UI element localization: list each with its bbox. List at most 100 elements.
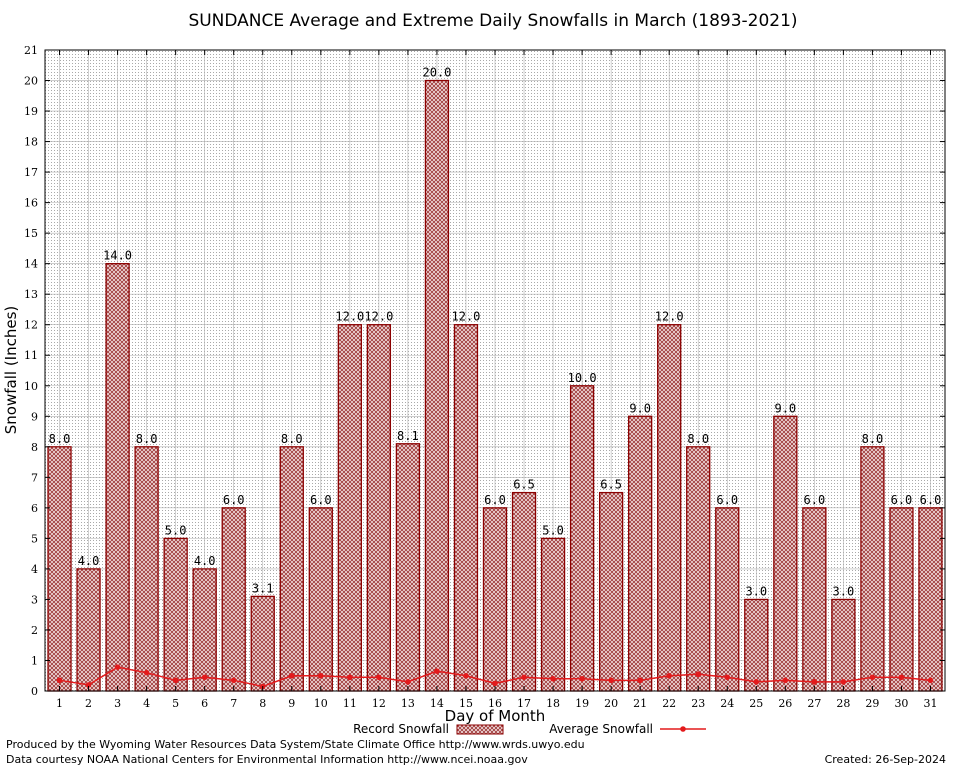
record-bar <box>47 446 72 692</box>
y-tick-label: 7 <box>31 471 38 484</box>
record-bar <box>540 537 566 692</box>
bar-value-label: 5.0 <box>542 523 564 537</box>
y-tick-label: 18 <box>24 136 38 149</box>
x-tick-label: 21 <box>633 697 647 710</box>
x-tick-label: 26 <box>778 697 792 710</box>
x-tick-label: 8 <box>259 697 266 710</box>
x-tick-label: 16 <box>488 697 502 710</box>
bar-value-label: 3.1 <box>252 581 274 595</box>
x-tick-label: 30 <box>894 697 908 710</box>
bar-value-label: 4.0 <box>194 554 216 568</box>
average-point <box>143 669 150 676</box>
record-bar <box>628 415 653 692</box>
average-point <box>898 674 905 681</box>
y-tick-label: 12 <box>24 319 38 332</box>
legend: Record Snowfall Average Snowfall <box>353 722 706 736</box>
bar-value-label: 4.0 <box>78 554 100 568</box>
average-snowfall-line <box>56 664 934 690</box>
bar-value-label: 6.0 <box>223 493 245 507</box>
record-bar <box>134 446 159 692</box>
x-tick-label: 6 <box>201 697 208 710</box>
bar-value-label: 9.0 <box>629 401 651 415</box>
x-axis-ticks: 1 2 3 4 5 6 7 8 9 10 11 12 13 14 15 16 17 18 19 20 21 22 23 24 2… <box>56 50 937 710</box>
y-axis-label: Snowfall (Inches) <box>2 306 20 434</box>
record-bar <box>511 491 537 692</box>
y-tick-label: 4 <box>31 563 38 576</box>
record-bar <box>163 537 188 692</box>
y-tick-label: 17 <box>24 166 38 179</box>
y-tick-label: 3 <box>31 593 38 606</box>
y-tick-label: 21 <box>24 44 38 57</box>
record-bar <box>860 446 885 692</box>
legend-record-label: Record Snowfall <box>353 722 449 736</box>
y-tick-label: 11 <box>24 349 38 362</box>
x-tick-label: 11 <box>343 697 357 710</box>
bar-value-label: 6.0 <box>484 493 506 507</box>
average-point <box>521 674 527 681</box>
average-point <box>695 671 702 678</box>
y-tick-label: 13 <box>24 288 38 301</box>
y-tick-label: 16 <box>24 197 38 210</box>
bar-value-label: 6.5 <box>600 478 622 492</box>
record-bar <box>453 324 479 692</box>
average-point <box>666 672 672 679</box>
average-point <box>811 679 818 685</box>
bar-value-label: 8.0 <box>862 432 884 446</box>
record-bar <box>889 507 914 692</box>
x-axis-label: Day of Month <box>445 707 546 725</box>
x-tick-label: 12 <box>372 697 386 710</box>
average-point <box>579 675 585 682</box>
x-tick-label: 22 <box>662 697 676 710</box>
average-point <box>840 679 847 685</box>
record-bar <box>250 595 275 692</box>
x-tick-label: 15 <box>459 697 473 710</box>
y-tick-label: 20 <box>24 75 38 88</box>
record-bar <box>308 507 333 692</box>
x-tick-label: 14 <box>430 697 444 710</box>
legend-average-label: Average Snowfall <box>549 722 653 736</box>
bar-value-label: 14.0 <box>103 249 132 263</box>
y-tick-label: 8 <box>31 441 38 454</box>
bar-value-label: 12.0 <box>655 310 684 324</box>
x-tick-label: 19 <box>575 697 589 710</box>
bar-value-label: 6.5 <box>513 478 535 492</box>
record-bar <box>686 446 711 692</box>
x-tick-label: 5 <box>172 697 179 710</box>
bar-value-label: 12.0 <box>452 310 481 324</box>
y-tick-label: 1 <box>31 654 38 667</box>
bar-value-label: 6.0 <box>891 493 913 507</box>
average-point <box>753 679 760 685</box>
record-bar <box>105 263 130 692</box>
x-tick-label: 17 <box>517 697 531 710</box>
bar-value-label: 6.0 <box>310 493 332 507</box>
bar-value-label: 3.0 <box>745 584 767 598</box>
x-tick-label: 31 <box>923 697 937 710</box>
record-bar <box>598 491 624 692</box>
average-point <box>434 668 440 674</box>
chart-title: SUNDANCE Average and Extreme Daily Snowf… <box>188 11 797 31</box>
bar-value-label: 12.0 <box>364 310 393 324</box>
record-bar <box>395 443 421 692</box>
average-point <box>318 672 324 679</box>
y-tick-label: 5 <box>31 532 38 545</box>
average-point <box>172 677 179 684</box>
bar-value-label: 6.0 <box>716 493 738 507</box>
y-tick-label: 6 <box>31 502 38 515</box>
bar-value-labels: 8.04.014.08.05.04.06.03.18.06.012.0 12.08… <box>49 66 942 599</box>
x-tick-label: 2 <box>85 697 92 710</box>
bar-value-label: 8.0 <box>49 432 71 446</box>
y-tick-label: 15 <box>24 227 38 240</box>
bar-value-label: 12.0 <box>335 310 364 324</box>
x-tick-label: 10 <box>314 697 328 710</box>
record-bar <box>569 385 595 692</box>
record-bar <box>657 324 682 692</box>
x-tick-label: 13 <box>401 697 415 710</box>
x-tick-label: 4 <box>143 697 150 710</box>
bar-value-label: 10.0 <box>568 371 597 385</box>
x-tick-label: 27 <box>807 697 821 710</box>
average-point <box>724 674 731 681</box>
average-point <box>608 677 614 684</box>
average-point <box>230 677 237 684</box>
x-tick-label: 3 <box>114 697 121 710</box>
